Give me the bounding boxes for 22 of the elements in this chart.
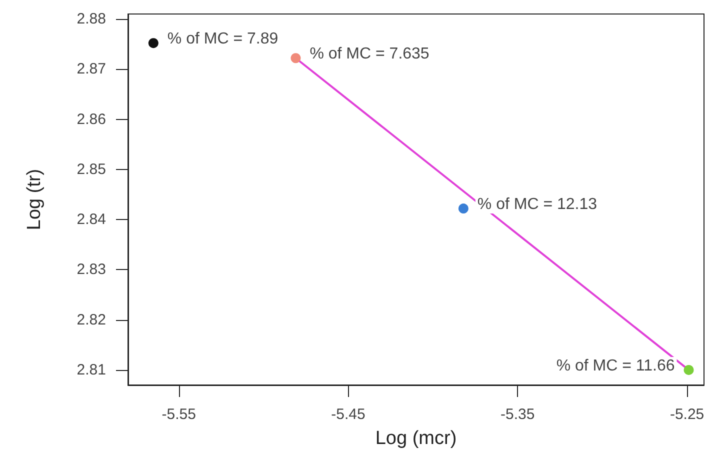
y-tick-label: 2.84	[76, 211, 106, 228]
x-tick-label: -5.25	[670, 406, 704, 423]
point	[458, 204, 468, 214]
annotation: % of MC = 7.635	[310, 46, 430, 63]
x-tick-label: -5.45	[331, 406, 366, 423]
y-tick-label: 2.86	[76, 110, 106, 128]
annotation: % of MC = 7.89	[167, 30, 278, 48]
y-tick-label: 2.83	[76, 261, 106, 278]
x-tick-label: -5.55	[162, 406, 196, 423]
x-tick-label: -5.35	[500, 406, 535, 423]
x-axis-title: Log (mcr)	[375, 428, 457, 449]
y-tick-label: 2.88	[76, 10, 106, 28]
y-tick-label: 2.82	[76, 311, 106, 328]
annotation: % of MC = 12.13	[477, 196, 598, 214]
point	[290, 53, 301, 64]
point	[148, 38, 158, 48]
y-tick-label: 2.87	[76, 60, 106, 78]
y-tick-label: 2.85	[76, 160, 106, 178]
point	[684, 364, 694, 375]
annotation: % of MC = 11.66	[556, 357, 675, 374]
y-axis-title: Log (tr)	[24, 168, 45, 230]
y-tick-label: 2.81	[76, 361, 106, 378]
